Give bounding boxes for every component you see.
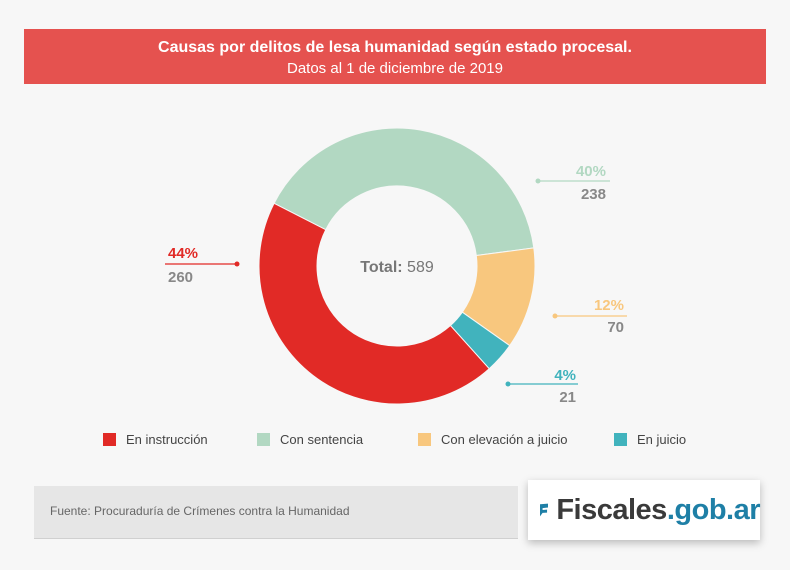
legend-label: Con sentencia	[280, 432, 364, 447]
slice-value-label: 260	[168, 269, 193, 286]
legend-label: Con elevación a juicio	[441, 432, 568, 447]
legend-label: En instrucción	[126, 432, 208, 447]
slice-value-label: 21	[559, 389, 576, 406]
legend-item-con-elevacion: Con elevación a juicio	[418, 432, 567, 447]
callout-dot-1	[535, 178, 541, 184]
logo-text: Fiscales.gob.ar	[556, 494, 760, 527]
legend-label: En juicio	[637, 432, 687, 447]
donut-chart: Total: 589 44% 260 40% 238 12% 70 4% 21	[165, 127, 627, 406]
slice-percent-label: 44%	[168, 245, 198, 262]
fiscales-logo[interactable]: Fiscales.gob.ar	[528, 480, 761, 540]
slice-percent-label: 40%	[576, 163, 606, 180]
logo-domain: .gob.ar	[666, 493, 761, 526]
callout-dot-2	[552, 313, 558, 319]
source-text: Fuente: Procuraduría de Crímenes contra …	[50, 504, 350, 518]
legend-item-con-sentencia: Con sentencia	[257, 432, 363, 447]
legend-item-en-juicio: En juicio	[614, 432, 686, 447]
callout-dot-3	[505, 381, 511, 387]
legend-swatch	[257, 433, 270, 446]
legend-swatch	[103, 433, 116, 446]
slice-0	[258, 202, 490, 405]
logo-name: Fiscales	[556, 493, 667, 526]
source-box: Fuente: Procuraduría de Crímenes contra …	[34, 486, 518, 539]
callout-dot-0	[234, 261, 240, 267]
legend-swatch	[418, 433, 431, 446]
slice-percent-label: 4%	[554, 367, 576, 384]
legend-swatch	[614, 433, 627, 446]
header-banner: Causas por delitos de lesa humanidad seg…	[24, 29, 766, 84]
slice-1	[273, 127, 535, 257]
fiscales-flag-icon	[540, 503, 549, 517]
slice-value-label: 238	[581, 186, 606, 203]
slice-percent-label: 12%	[594, 297, 624, 314]
legend-item-en-instruccion: En instrucción	[103, 432, 208, 447]
chart-subtitle: Datos al 1 de diciembre de 2019	[287, 60, 503, 77]
chart-legend: En instrucción Con sentencia Con elevaci…	[0, 432, 790, 456]
slice-value-label: 70	[607, 319, 624, 336]
center-total-label: Total: 589	[360, 259, 434, 276]
chart-title: Causas por delitos de lesa humanidad seg…	[158, 39, 632, 56]
